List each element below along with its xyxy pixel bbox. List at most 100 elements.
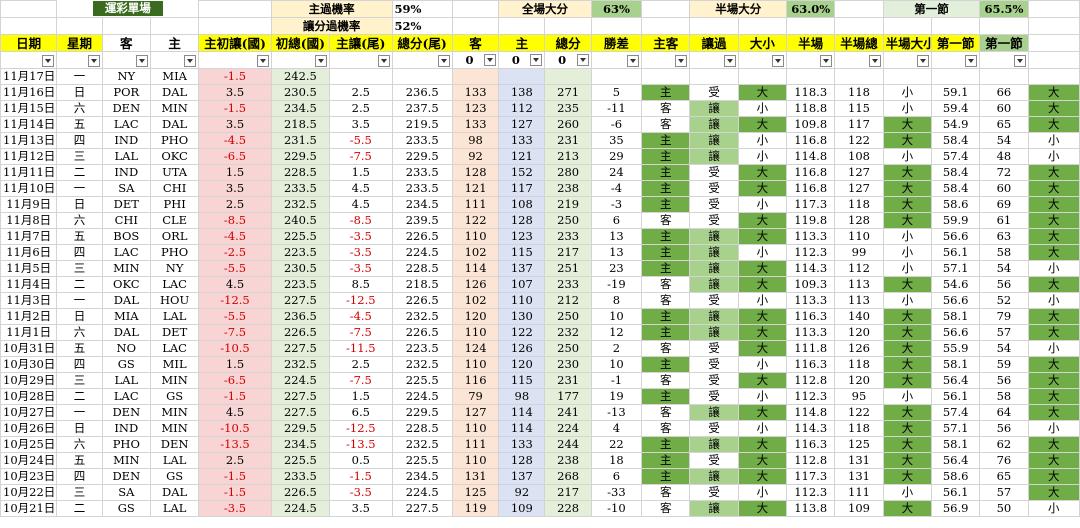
cell-cover[interactable]: 受	[689, 356, 739, 373]
cell-q1-ou[interactable]: 小	[1027, 260, 1080, 277]
cell-q1-total[interactable]: 57	[979, 484, 1029, 501]
cell-total[interactable]: 223.5	[391, 340, 453, 357]
cell-home[interactable]: HOU	[149, 292, 200, 309]
cell-ou[interactable]: 大	[737, 436, 788, 453]
cell-sum[interactable]: 235	[544, 100, 592, 117]
cell-spread[interactable]: -8.5	[329, 212, 393, 229]
cell-open-total[interactable]: 232.5	[270, 196, 331, 213]
cell-hs[interactable]: 115	[498, 372, 546, 389]
cell-home[interactable]: GS	[149, 388, 200, 405]
cell-diff[interactable]: 24	[590, 164, 643, 181]
cell-half-total[interactable]: 128	[834, 212, 884, 229]
cell-q1-total[interactable]: 60	[979, 180, 1029, 197]
cell-half[interactable]: 112.3	[786, 484, 836, 501]
cell-date[interactable]: 10月28日	[0, 388, 58, 405]
cell-home[interactable]: PHO	[149, 132, 200, 149]
cell-total[interactable]: 239.5	[391, 212, 453, 229]
cell-hs[interactable]: 128	[498, 212, 546, 229]
cell-home[interactable]: DEN	[149, 436, 200, 453]
cell-half-ou[interactable]: 大	[882, 356, 932, 373]
cell-half-total[interactable]: 118	[834, 84, 884, 101]
cell-half-ou[interactable]: 大	[882, 500, 932, 517]
cell-date[interactable]: 11月6日	[0, 244, 58, 261]
cell-ou[interactable]: 小	[737, 420, 788, 437]
cell-q1-total[interactable]: 63	[979, 228, 1029, 245]
cell-away[interactable]: BOS	[101, 228, 151, 245]
cell-as[interactable]: 116	[451, 372, 500, 389]
cell-cover[interactable]: 讓	[689, 404, 739, 421]
cell-open-spread[interactable]: -2.5	[198, 244, 272, 261]
cell-q1-ou[interactable]: 大	[1027, 116, 1080, 133]
cell-wd[interactable]: 四	[56, 244, 103, 261]
cell-spread[interactable]: -12.5	[329, 292, 393, 309]
cell-ha[interactable]: 主	[641, 148, 691, 165]
cell-ha[interactable]: 主	[641, 388, 691, 405]
cell-cover[interactable]: 讓	[689, 308, 739, 325]
cell-q1-ou[interactable]: 小	[1027, 340, 1080, 357]
cell-q1[interactable]: 55.9	[930, 340, 981, 357]
cell-hs[interactable]: 112	[498, 100, 546, 117]
cell-cover[interactable]: 讓	[689, 228, 739, 245]
cell-total[interactable]: 234.5	[391, 196, 453, 213]
cell-half[interactable]: 113.3	[786, 228, 836, 245]
cell-away[interactable]: POR	[101, 84, 151, 101]
cell-half-total[interactable]: 120	[834, 324, 884, 341]
cell-half-total[interactable]: 113	[834, 292, 884, 309]
cell-q1-ou[interactable]: 大	[1027, 228, 1080, 245]
cell-ha[interactable]: 主	[641, 84, 691, 101]
cell-open-spread[interactable]: -5.5	[198, 308, 272, 325]
cell-q1-ou[interactable]: 大	[1027, 356, 1080, 373]
cell-half-ou[interactable]: 小	[882, 100, 932, 117]
cell-away[interactable]: IND	[101, 132, 151, 149]
cell-open-total[interactable]: 224.5	[270, 372, 331, 389]
cell-open-total[interactable]: 226.5	[270, 484, 331, 501]
filter-dropdown-icon[interactable]	[723, 54, 736, 67]
cell-home[interactable]: ORL	[149, 228, 200, 245]
cell-date[interactable]: 11月13日	[0, 132, 58, 149]
cell-ha[interactable]: 主	[641, 324, 691, 341]
cell-ha[interactable]: 主	[641, 132, 691, 149]
cell-hs[interactable]: 108	[498, 196, 546, 213]
cell-home[interactable]: PHO	[149, 244, 200, 261]
cell-hs[interactable]: 128	[498, 452, 546, 469]
cell-q1-ou[interactable]: 小	[1027, 500, 1080, 517]
cell-as[interactable]: 123	[451, 100, 500, 117]
cell-open-spread[interactable]: -1.5	[198, 100, 272, 117]
cell-half-total[interactable]: 122	[834, 404, 884, 421]
cell-q1-ou[interactable]: 小	[1027, 292, 1080, 309]
cell-diff[interactable]: 12	[590, 324, 643, 341]
cell-open-spread[interactable]: 3.5	[198, 116, 272, 133]
cell-hs[interactable]: 115	[498, 244, 546, 261]
cell-q1-ou[interactable]: 大	[1027, 388, 1080, 405]
cell-date[interactable]: 10月27日	[0, 404, 58, 421]
cell-spread[interactable]: -5.5	[329, 132, 393, 149]
cell-total[interactable]: 224.5	[391, 388, 453, 405]
cell-diff[interactable]: 6	[590, 468, 643, 485]
cell-away[interactable]: OKC	[101, 276, 151, 293]
cell-ou[interactable]: 大	[737, 452, 788, 469]
cell-as[interactable]: 110	[451, 356, 500, 373]
cell-half-total[interactable]: 111	[834, 484, 884, 501]
cell-date[interactable]: 11月14日	[0, 116, 58, 133]
cell-date[interactable]: 10月22日	[0, 484, 58, 501]
cell-wd[interactable]: 日	[56, 84, 103, 101]
cell-half-total[interactable]: 118	[834, 356, 884, 373]
cell-wd[interactable]: 三	[56, 148, 103, 165]
cell-spread[interactable]: -3.5	[329, 228, 393, 245]
cell-q1[interactable]: 58.4	[930, 132, 981, 149]
cell-home[interactable]: PHI	[149, 196, 200, 213]
cell-q1[interactable]: 57.4	[930, 148, 981, 165]
cell-spread[interactable]: -4.5	[329, 308, 393, 325]
cell-home[interactable]: DAL	[149, 116, 200, 133]
cell-ou[interactable]: 大	[737, 260, 788, 277]
cell-q1-total[interactable]: 79	[979, 308, 1029, 325]
cell-half[interactable]: 113.3	[786, 324, 836, 341]
cell-diff[interactable]: 10	[590, 356, 643, 373]
cell-hs[interactable]: 117	[498, 180, 546, 197]
cell-ha[interactable]: 主	[641, 436, 691, 453]
cell-total[interactable]: 225.5	[391, 452, 453, 469]
cell-q1[interactable]: 56.4	[930, 372, 981, 389]
cell-ou[interactable]: 小	[737, 356, 788, 373]
cell-sum[interactable]: 238	[544, 180, 592, 197]
cell-spread[interactable]: -1.5	[329, 468, 393, 485]
